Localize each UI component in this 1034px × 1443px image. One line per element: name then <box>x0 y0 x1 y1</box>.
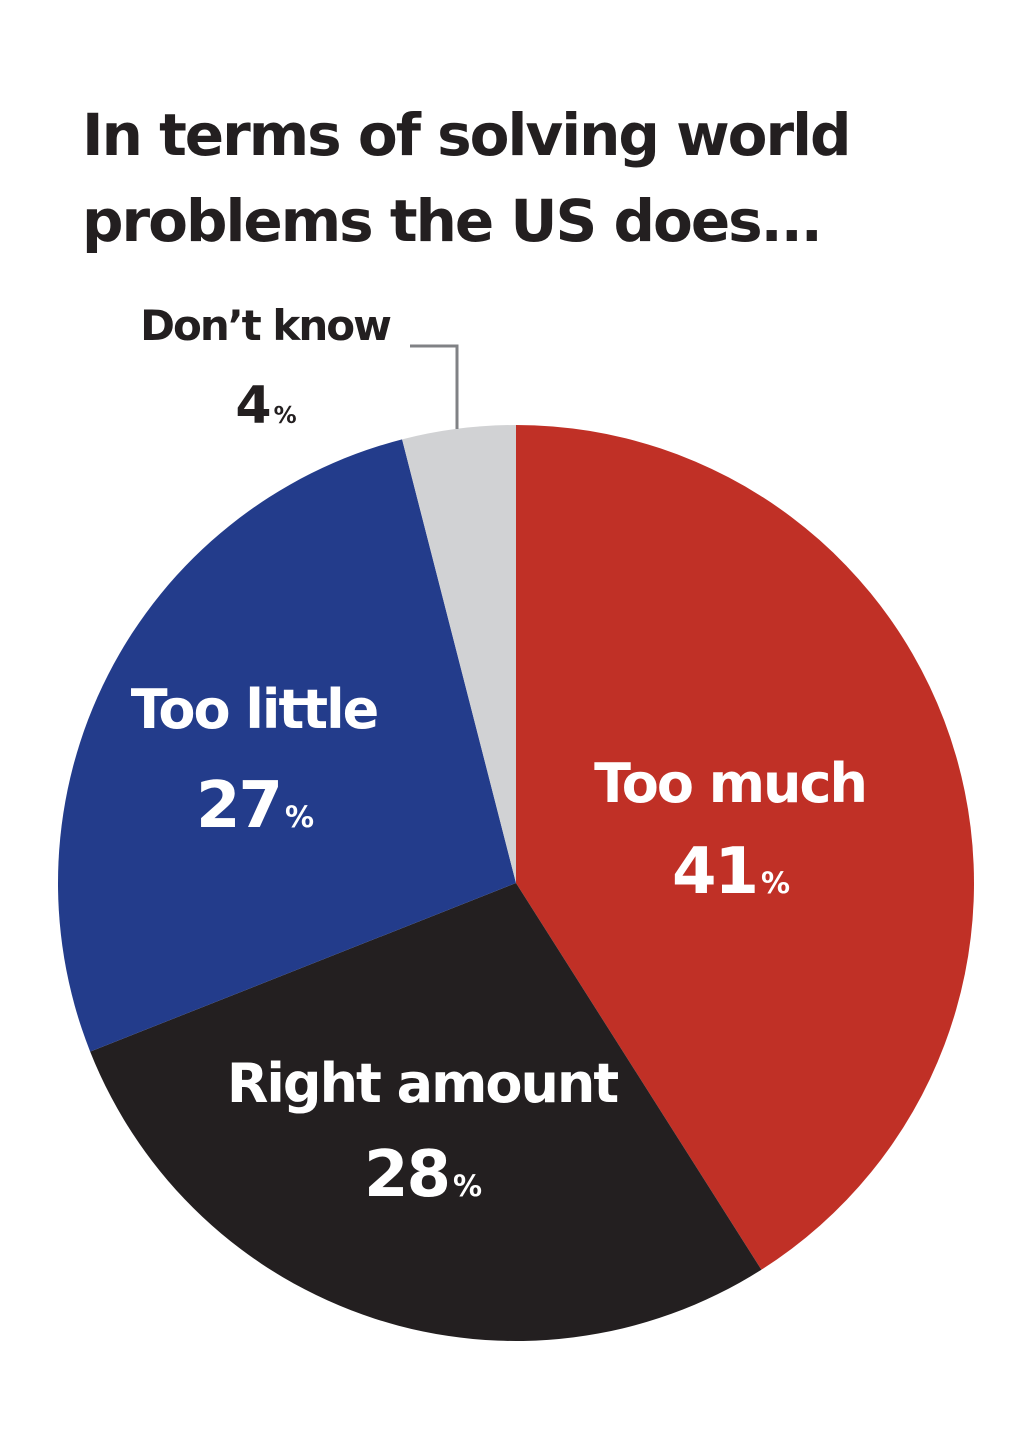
slice-label-don-t-know: Don’t know <box>140 301 391 350</box>
slice-value-don-t-know: 4% <box>235 376 296 436</box>
pie-slice-right-amount <box>90 883 762 1341</box>
slice-value-too-little: 27% <box>196 769 314 843</box>
pie-slice-too-much <box>516 425 974 1270</box>
slice-value-too-much: 41% <box>672 835 790 909</box>
slice-label-too-much: Too much <box>594 752 866 815</box>
slice-value-right-amount: 28% <box>364 1138 482 1212</box>
pie-slice-don-t-know <box>402 425 516 883</box>
chart-title: In terms of solving world problems the U… <box>82 101 852 255</box>
pie-slice-too-little <box>57 439 517 1052</box>
leader-line-dont-know <box>410 344 459 429</box>
slice-label-right-amount: Right amount <box>227 1052 618 1115</box>
slice-label-too-little: Too little <box>131 678 378 741</box>
